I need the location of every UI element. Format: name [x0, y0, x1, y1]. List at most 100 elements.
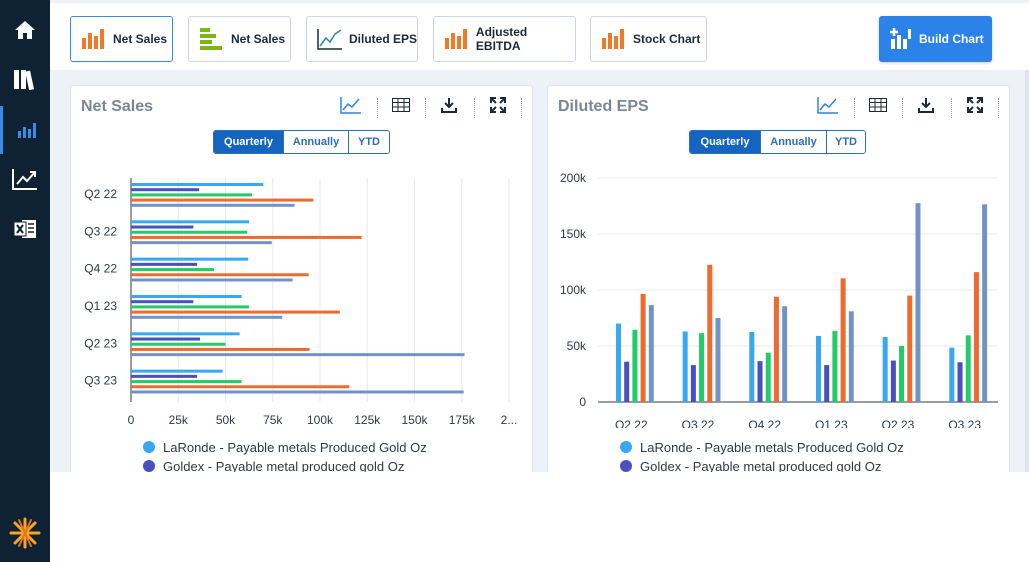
table-view-button[interactable]	[388, 96, 414, 118]
chart-button-label: Net Sales	[113, 32, 168, 46]
legend-label: LaRonde - Payable metals Produced Gold O…	[640, 439, 904, 455]
chart-button-diluted-eps[interactable]: Diluted EPS	[306, 16, 418, 62]
bar	[131, 278, 293, 282]
period-toggle: Quarterly Annually YTD	[689, 130, 866, 154]
bar	[757, 361, 763, 402]
toggle-annually[interactable]: Annually	[283, 131, 348, 153]
line-chart-icon	[817, 96, 839, 119]
bar-chart-orange-icon	[444, 27, 470, 51]
x-tick-label: Q3 23	[948, 418, 981, 428]
y-tick-label: 150k	[560, 227, 587, 241]
x-tick-label: 50k	[216, 413, 236, 427]
table-view-button[interactable]	[865, 96, 891, 118]
bar	[131, 374, 198, 378]
bar	[131, 220, 250, 224]
bar	[648, 305, 654, 402]
panel-title: Diluted EPS	[558, 98, 649, 115]
toggle-ytd[interactable]: YTD	[826, 131, 865, 153]
nav-charts[interactable]	[0, 106, 50, 154]
x-tick-label: Q2 23	[882, 418, 915, 428]
nav-excel[interactable]	[0, 205, 50, 253]
bar	[749, 332, 755, 402]
bar	[131, 342, 226, 346]
page-footer-space	[50, 472, 1029, 562]
y-tick-label: 50k	[567, 339, 587, 353]
table-icon	[869, 97, 887, 117]
bar	[131, 332, 240, 336]
chart-button-adjusted-ebitda[interactable]: Adjusted EBITDA	[433, 16, 576, 62]
x-tick-label: 125k	[354, 413, 381, 427]
bar	[890, 360, 896, 402]
bar	[131, 310, 340, 314]
toggle-quarterly[interactable]: Quarterly	[690, 131, 760, 153]
legend-item[interactable]: Goldex - Payable metal produced gold Oz	[620, 457, 881, 472]
build-chart-icon	[889, 27, 913, 51]
chart-button-label: Net Sales	[231, 32, 286, 46]
bar	[965, 335, 971, 402]
bar	[915, 203, 921, 402]
diluted-eps-panel: Diluted EPS Quarterly Annually YTD	[547, 85, 1010, 472]
toolbar-divider	[377, 98, 378, 118]
bar	[131, 273, 309, 277]
bar	[690, 365, 696, 402]
net-sales-panel: Net Sales Quarterly Annually YTD 0	[70, 85, 533, 472]
y-tick-label: 0	[579, 395, 586, 409]
nav-home[interactable]	[0, 6, 50, 54]
bar	[899, 346, 905, 402]
chart-button-stock-chart[interactable]: Stock Chart	[590, 16, 707, 62]
chart-button-net-sales[interactable]: Net Sales	[70, 16, 173, 62]
bar	[131, 380, 242, 384]
nav-library[interactable]	[0, 55, 50, 103]
bar	[832, 330, 838, 402]
nav-trends[interactable]	[0, 155, 50, 203]
period-toggle: Quarterly Annually YTD	[213, 130, 390, 154]
bar	[131, 268, 215, 272]
bar	[131, 315, 283, 319]
bar	[640, 293, 646, 402]
bar	[131, 257, 249, 261]
toggle-ytd[interactable]: YTD	[348, 131, 389, 153]
y-tick-label: Q2 22	[84, 187, 117, 201]
bar	[131, 188, 200, 192]
bar	[707, 264, 713, 402]
bar	[131, 353, 465, 357]
chart-toolbar: Net Sales Net Sales Diluted EPS Adjusted…	[50, 0, 1029, 70]
switch-chart-type-button[interactable]	[338, 96, 364, 118]
sidebar	[0, 0, 50, 562]
toolbar-divider	[951, 98, 952, 118]
chart-button-label: Stock Chart	[633, 32, 701, 46]
bar	[957, 362, 963, 402]
build-chart-button[interactable]: Build Chart	[879, 16, 992, 62]
x-tick-label: 0	[128, 413, 135, 427]
legend-item[interactable]: LaRonde - Payable metals Produced Gold O…	[620, 438, 904, 456]
x-tick-label: Q3 22	[682, 418, 715, 428]
line-chart-icon	[317, 27, 343, 51]
expand-button[interactable]	[485, 96, 511, 118]
x-tick-label: 100k	[307, 413, 334, 427]
toggle-quarterly[interactable]: Quarterly	[214, 131, 283, 153]
line-chart-icon	[340, 96, 362, 119]
chart-button-net-sales-horizontal[interactable]: Net Sales	[188, 16, 291, 62]
legend-swatch	[143, 460, 155, 472]
bar	[824, 365, 830, 402]
download-button[interactable]	[913, 96, 939, 118]
dashboard-area: Net Sales Quarterly Annually YTD 0	[50, 70, 1029, 472]
toolbar-divider	[425, 98, 426, 118]
horizontal-bar-chart-green-icon	[199, 27, 225, 51]
expand-icon	[490, 96, 506, 118]
bar	[982, 204, 988, 402]
legend-item[interactable]: LaRonde - Payable metals Produced Gold O…	[143, 438, 427, 456]
library-icon	[13, 68, 37, 90]
toolbar-divider	[854, 98, 855, 118]
switch-chart-type-button[interactable]	[815, 96, 841, 118]
bar	[773, 296, 779, 402]
toolbar-divider	[902, 98, 903, 118]
toggle-annually[interactable]: Annually	[760, 131, 826, 153]
download-button[interactable]	[436, 96, 462, 118]
expand-button[interactable]	[962, 96, 988, 118]
legend-item[interactable]: Goldex - Payable metal produced gold Oz	[143, 457, 404, 472]
table-icon	[392, 97, 410, 117]
x-tick-label: Q2 22	[615, 418, 648, 428]
x-tick-label: 2...	[501, 413, 518, 427]
y-tick-label: Q3 23	[84, 374, 117, 388]
